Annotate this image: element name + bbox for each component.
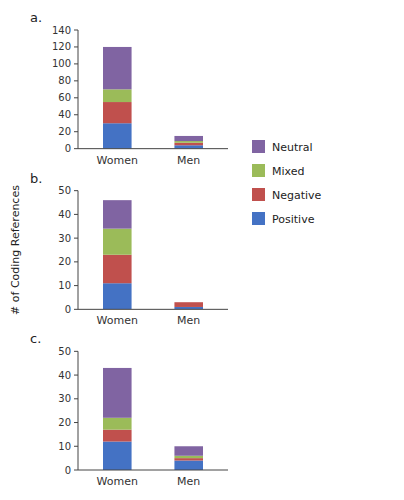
- legend-swatch: [252, 164, 265, 177]
- y-tick-label: 40: [58, 370, 71, 381]
- legend-swatch: [252, 212, 265, 225]
- y-tick-label: 140: [52, 25, 71, 36]
- bar-segment: Negative: [103, 255, 132, 283]
- bars: PositiveNegativeMixedNeutralPositiveNega…: [103, 200, 203, 309]
- bar-segment: Negative: [174, 302, 203, 307]
- legend-label: Positive: [272, 213, 315, 226]
- bars: PositiveNegativeMixedNeutralPositiveNega…: [103, 47, 203, 149]
- bar-segment: Negative: [103, 430, 132, 442]
- y-tick-label: 30: [58, 233, 71, 244]
- y-tick-label: 30: [58, 393, 71, 404]
- y-tick-label: 0: [65, 143, 71, 154]
- legend-swatch: [252, 188, 265, 201]
- y-tick-label: 10: [58, 280, 71, 291]
- x-tick-label: Women: [97, 154, 138, 167]
- panel: c.PositiveNegativeMixedNeutralPositiveNe…: [30, 331, 228, 488]
- y-tick-label: 40: [58, 109, 71, 120]
- y-tick-label: 0: [65, 465, 71, 476]
- bar-segment: Neutral: [103, 200, 132, 228]
- bar-segment: Neutral: [174, 302, 203, 303]
- y-axis-line: [78, 30, 79, 149]
- x-tick-label: Women: [97, 314, 138, 327]
- legend-label: Neutral: [272, 141, 313, 154]
- panel: b.PositiveNegativeMixedNeutralPositiveNe…: [9, 171, 228, 328]
- y-tick: [74, 80, 78, 81]
- y-tick: [74, 446, 78, 447]
- bar-segment: Mixed: [103, 418, 132, 430]
- y-tick: [74, 46, 78, 47]
- bar-segment: Neutral: [103, 368, 132, 418]
- bar-segment: Neutral: [103, 47, 132, 89]
- panel-label: b.: [30, 171, 42, 186]
- y-tick: [74, 470, 78, 471]
- bar-segment: Mixed: [174, 141, 203, 143]
- y-tick-label: 20: [58, 417, 71, 428]
- bar-segment: Positive: [174, 145, 203, 148]
- bar-segment: Positive: [103, 442, 132, 470]
- legend-label: Mixed: [272, 165, 304, 178]
- x-axis-line: [78, 470, 228, 471]
- y-tick: [74, 131, 78, 132]
- y-tick: [74, 285, 78, 286]
- bar-segment: Positive: [174, 461, 203, 470]
- y-tick: [74, 30, 78, 31]
- y-axis-line: [78, 351, 79, 470]
- y-tick-label: 60: [58, 92, 71, 103]
- y-tick-label: 50: [58, 185, 71, 196]
- x-axis-line: [78, 148, 228, 149]
- y-tick: [74, 214, 78, 215]
- y-tick: [74, 351, 78, 352]
- y-tick: [74, 309, 78, 310]
- bar-segment: Mixed: [103, 89, 132, 102]
- legend-swatch: [252, 140, 265, 153]
- x-tick-label: Men: [177, 314, 200, 327]
- bar-segment: Mixed: [103, 229, 132, 255]
- y-tick-label: 20: [58, 126, 71, 137]
- bars: PositiveNegativeMixedNeutralPositiveNega…: [103, 368, 203, 470]
- y-tick: [74, 63, 78, 64]
- x-axis-line: [78, 309, 228, 310]
- y-tick-label: 20: [58, 256, 71, 267]
- bar-segment: Mixed: [174, 456, 203, 458]
- y-axis-label: # of Coding References: [9, 185, 22, 315]
- y-tick: [74, 261, 78, 262]
- y-tick: [74, 97, 78, 98]
- y-tick: [74, 238, 78, 239]
- x-tick-label: Women: [97, 475, 138, 488]
- bar-segment: Mixed: [174, 302, 203, 303]
- bar-segment: Neutral: [174, 136, 203, 141]
- y-tick: [74, 375, 78, 376]
- bar-segment: Neutral: [174, 446, 203, 455]
- chart-root: a.PositiveNegativeMixedNeutralPositiveNe…: [0, 0, 404, 500]
- panel: a.PositiveNegativeMixedNeutralPositiveNe…: [30, 10, 228, 167]
- y-tick-label: 10: [58, 441, 71, 452]
- bar-segment: Negative: [174, 143, 203, 146]
- legend-label: Negative: [272, 189, 322, 202]
- y-tick: [74, 398, 78, 399]
- y-axis-line: [78, 191, 79, 310]
- bar-segment: Negative: [103, 102, 132, 123]
- panel-label: c.: [30, 331, 41, 346]
- x-tick-label: Men: [177, 154, 200, 167]
- bar-segment: Positive: [103, 123, 132, 148]
- y-tick-label: 50: [58, 346, 71, 357]
- y-tick-label: 100: [52, 58, 71, 69]
- y-tick: [74, 148, 78, 149]
- y-tick: [74, 114, 78, 115]
- y-tick-label: 40: [58, 209, 71, 220]
- y-tick-label: 0: [65, 304, 71, 315]
- y-tick-label: 120: [52, 41, 71, 52]
- bar-segment: Negative: [174, 458, 203, 460]
- y-tick: [74, 422, 78, 423]
- panel-label: a.: [30, 10, 42, 25]
- legend: Neutral Mixed Negative Positive: [252, 140, 322, 226]
- bar-segment: Positive: [103, 283, 132, 309]
- x-tick-label: Men: [177, 475, 200, 488]
- y-tick-label: 80: [58, 75, 71, 86]
- y-tick: [74, 190, 78, 191]
